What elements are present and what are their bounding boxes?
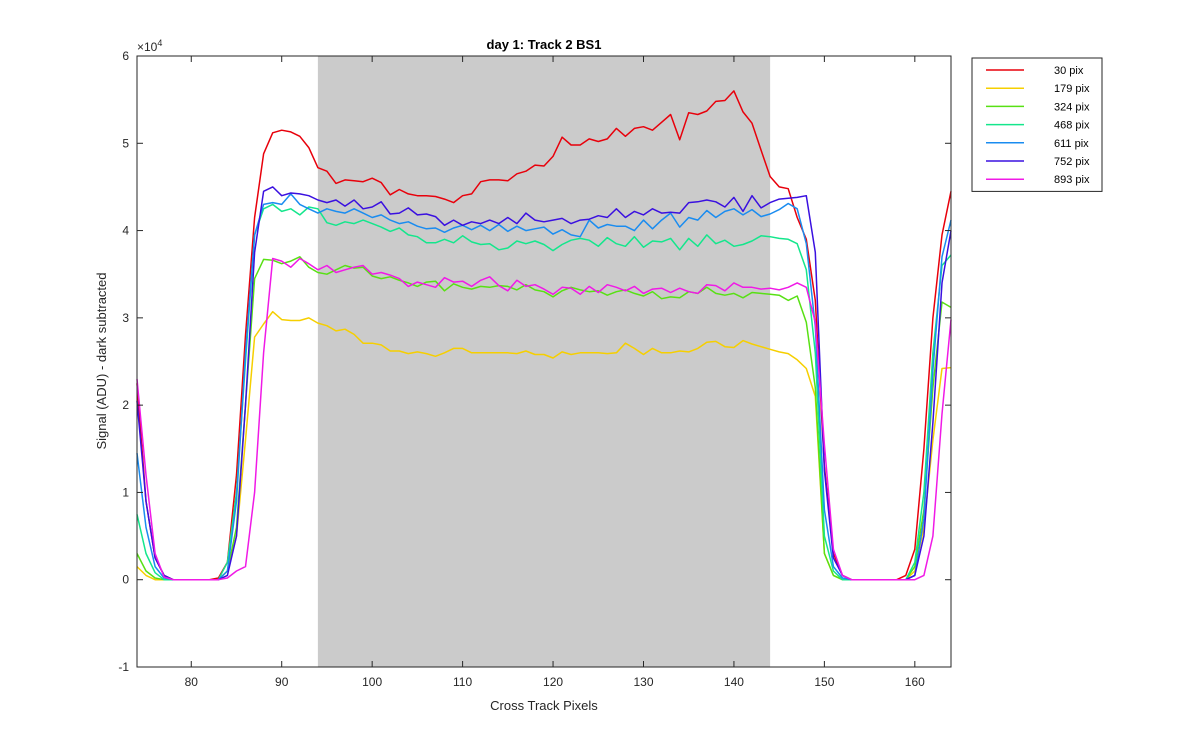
x-tick-label: 130	[633, 675, 653, 689]
legend: 30 pix 179 pix 324 pix 468 pix 611 pix 752 pi…	[971, 57, 1103, 192]
x-tick-label: 150	[814, 675, 834, 689]
series-layer	[136, 90, 952, 581]
x-axis-label: Cross Track Pixels	[490, 698, 598, 713]
y-exponent-power: 4	[157, 38, 162, 48]
y-tick-label: 4	[122, 224, 129, 238]
ticks-layer: 80 90 100 110 120 130 140 150 160 -1 0 1 2 3 4 5 6	[118, 49, 951, 689]
y-tick-label: 6	[122, 49, 129, 63]
x-tick-label: 110	[453, 675, 472, 689]
x-tick-label: 160	[905, 675, 925, 689]
chart-title: day 1: Track 2 BS1	[487, 37, 602, 52]
plot-frame	[136, 55, 952, 668]
legend-label: 468 pix	[1054, 120, 1090, 132]
y-tick-label: -1	[118, 660, 129, 674]
y-tick-label: 2	[122, 398, 129, 412]
legend-label: 752 pix	[1054, 156, 1090, 168]
x-tick-label: 100	[362, 675, 382, 689]
shaded-region	[317, 56, 771, 667]
series-line-468-pix	[136, 203, 952, 581]
legend-label: 324 pix	[1054, 101, 1090, 113]
legend-label: 30 pix	[1054, 65, 1084, 77]
y-axis-label: Signal (ADU) - dark subtracted	[94, 272, 109, 449]
legend-label: 611 pix	[1054, 138, 1089, 150]
legend-label: 179 pix	[1054, 83, 1090, 95]
y-tick-label: 3	[122, 311, 129, 325]
y-tick-label: 0	[122, 573, 129, 587]
y-exponent-base: ×10	[137, 40, 158, 54]
x-tick-label: 80	[185, 675, 199, 689]
series-line-893-pix	[136, 257, 952, 581]
x-tick-label: 140	[724, 675, 744, 689]
x-tick-label: 120	[543, 675, 563, 689]
y-tick-label: 5	[122, 136, 129, 150]
series-line-30-pix	[136, 90, 952, 581]
y-tick-label: 1	[122, 485, 129, 499]
series-line-752-pix	[136, 186, 952, 581]
x-tick-label: 90	[275, 675, 289, 689]
legend-label: 893 pix	[1054, 174, 1090, 186]
y-exponent-label: ×104	[137, 38, 162, 54]
